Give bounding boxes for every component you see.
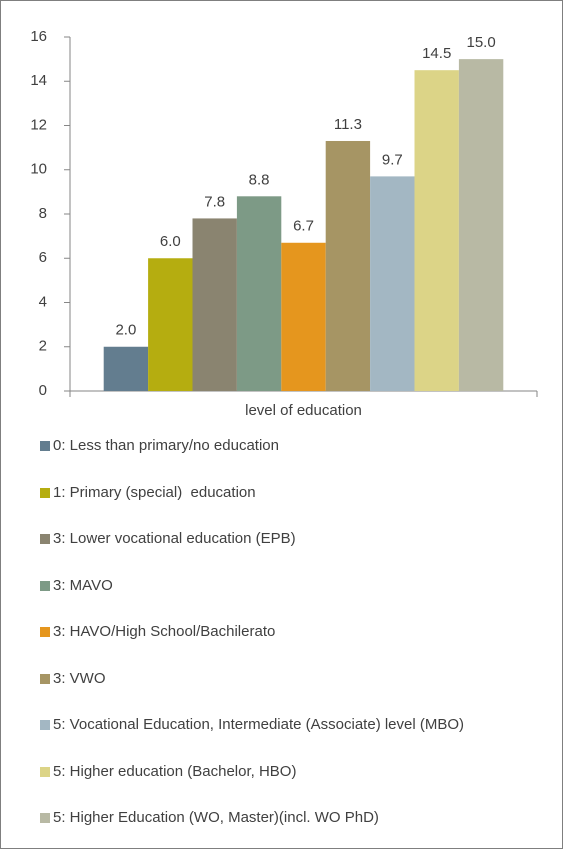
legend-item: 3: MAVO — [40, 577, 552, 595]
bar — [103, 346, 149, 391]
legend-swatch — [40, 673, 50, 684]
bar — [325, 140, 371, 391]
legend-item: 5: Higher Education (WO, Master)(incl. W… — [40, 809, 552, 827]
y-tick-label: 2 — [39, 338, 47, 355]
legend-item: 1: Primary (special) education — [40, 484, 552, 502]
legend-swatch — [40, 766, 50, 777]
value-label: 15.0 — [466, 34, 495, 51]
bar — [458, 59, 504, 391]
bar — [370, 176, 415, 391]
bar — [414, 70, 459, 391]
value-label: 14.5 — [422, 45, 451, 62]
legend-label: 5: Higher Education (WO, Master)(incl. W… — [53, 809, 379, 826]
value-label: 11.3 — [334, 116, 362, 133]
y-tick-label: 10 — [30, 161, 47, 178]
bar — [192, 218, 237, 391]
y-tick-label: 12 — [30, 116, 47, 133]
value-label: 7.8 — [204, 193, 225, 210]
value-label: 9.7 — [382, 151, 403, 168]
y-tick-label: 14 — [30, 72, 47, 89]
x-tick-label: level of education — [245, 402, 362, 419]
value-label: 6.7 — [293, 218, 314, 235]
legend-item: 5: Higher education (Bachelor, HBO) — [40, 763, 552, 781]
legend-label: 1: Primary (special) education — [53, 483, 256, 501]
y-tick-label: 4 — [39, 293, 47, 310]
y-tick-label: 16 — [30, 28, 47, 45]
legend-item: 3: HAVO/High School/Bachilerato — [40, 623, 552, 641]
y-tick-label: 8 — [39, 205, 47, 222]
legend-label: 5: Higher education (Bachelor, HBO) — [53, 762, 297, 780]
bar — [148, 258, 193, 391]
legend-label: 5: Vocational Education, Intermediate (A… — [53, 716, 465, 733]
legend-swatch — [40, 813, 50, 823]
legend-swatch — [40, 720, 50, 730]
bar — [281, 242, 326, 391]
value-label: 2.0 — [115, 322, 136, 339]
legend-item: 3: VWO — [40, 670, 552, 688]
legend-item: 5: Vocational Education, Intermediate (A… — [40, 716, 552, 734]
legend-item: 0: Less than primary/no education — [40, 437, 552, 455]
legend-swatch — [40, 534, 50, 544]
legend-swatch — [40, 441, 50, 451]
y-tick-label: 0 — [39, 382, 47, 399]
legend-label: 3: HAVO/High School/Bachilerato — [53, 623, 276, 640]
value-label: 6.0 — [160, 233, 181, 250]
y-tick-label: 6 — [39, 249, 47, 266]
legend-swatch — [40, 627, 50, 637]
legend-label: 3: VWO — [53, 669, 106, 687]
bar — [236, 196, 282, 391]
legend-label: 3: MAVO — [53, 576, 113, 594]
value-label: 8.8 — [249, 171, 270, 188]
legend-label: 3: Lower vocational education (EPB) — [53, 530, 296, 547]
legend-label: 0: Less than primary/no education — [53, 437, 279, 454]
legend-swatch — [40, 487, 50, 498]
legend-swatch — [40, 580, 50, 591]
legend-item: 3: Lower vocational education (EPB) — [40, 530, 552, 548]
